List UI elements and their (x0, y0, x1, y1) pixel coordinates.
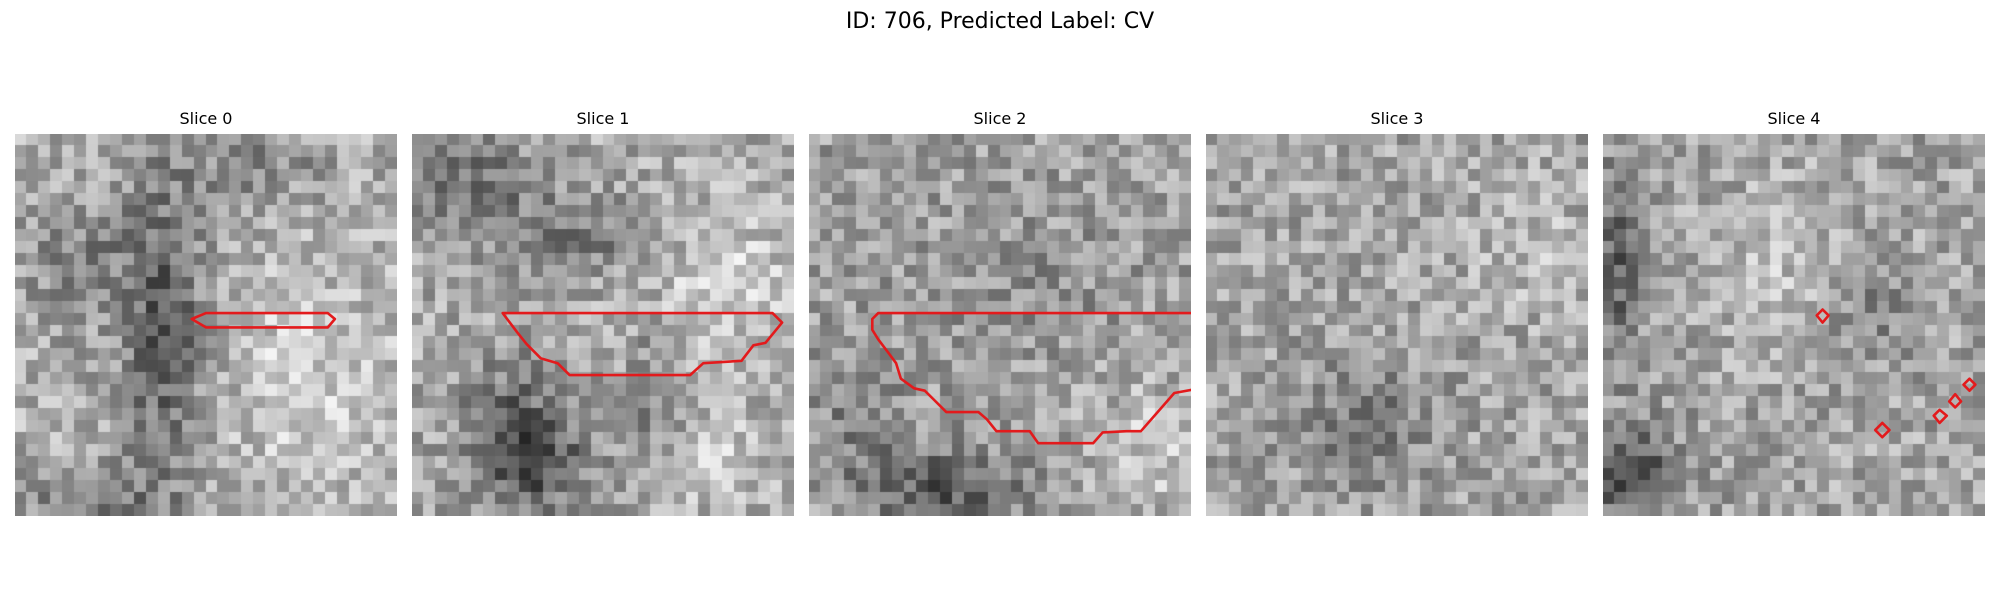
slice-title: Slice 2 (973, 109, 1027, 128)
slice-image-frame (15, 134, 397, 516)
slice-image-frame (809, 134, 1191, 516)
slice-image-frame (1206, 134, 1588, 516)
slice-image (809, 134, 1191, 516)
slice-title: Slice 3 (1370, 109, 1424, 128)
slice-title: Slice 1 (576, 109, 630, 128)
slice-title: Slice 0 (179, 109, 233, 128)
slice-image (1603, 134, 1985, 516)
slice-image-frame (1603, 134, 1985, 516)
slice-image (412, 134, 794, 516)
slice-image-frame (412, 134, 794, 516)
slice-image (1206, 134, 1588, 516)
slice-image (15, 134, 397, 516)
slice-title: Slice 4 (1767, 109, 1821, 128)
figure-title: ID: 706, Predicted Label: CV (845, 9, 1155, 34)
